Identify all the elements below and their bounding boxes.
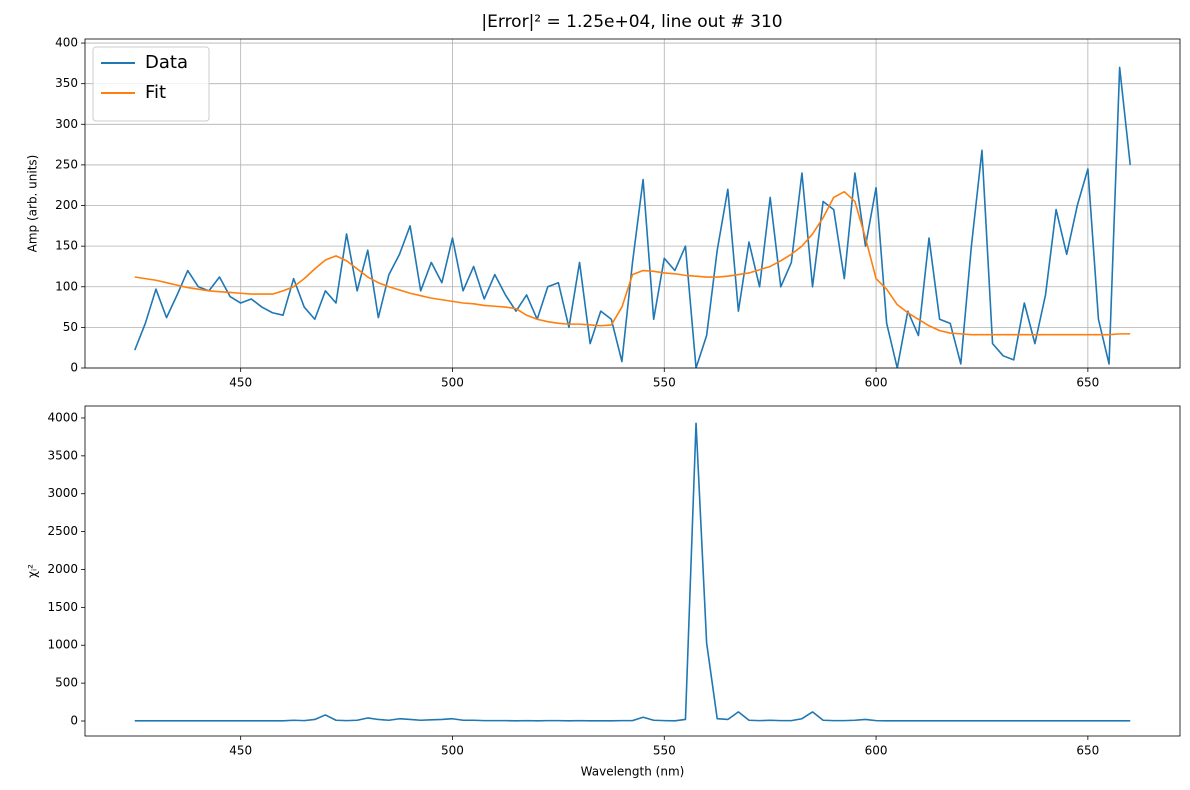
y-tick-label: 400 [55,36,78,50]
x-tick-label: 600 [865,744,888,758]
y-tick-label: 3500 [47,448,78,462]
y-tick-label: 1000 [47,638,78,652]
data-line [134,190,1131,336]
y-tick-label: 50 [63,320,78,334]
plot-area [134,422,1131,722]
legend-label: Fit [145,82,166,103]
axes-frame [84,405,1181,737]
chart-title: |Error|² = 1.25e+04, line out # 310 [481,12,782,32]
x-tick-label: 550 [653,744,676,758]
y-tick-label: 100 [55,279,78,293]
y-tick-label: 1500 [47,600,78,614]
y-tick-label: 0 [70,361,78,375]
y-tick-label: 0 [70,714,78,728]
y-tick-label: 3000 [47,486,78,500]
x-tick-label: 450 [229,744,252,758]
x-tick-label: 550 [653,376,676,390]
plot-area [134,66,1132,368]
y-tick-label: 4000 [47,410,78,424]
y-tick-label: 2500 [47,524,78,538]
data-line [134,66,1132,368]
x-tick-label: 650 [1076,744,1099,758]
axes-frame [84,38,1181,369]
x-tick-label: 600 [865,376,888,390]
legend-label: Data [145,52,188,73]
legend-box [92,46,210,122]
x-tick-label: 500 [441,376,464,390]
y-tick-label: 500 [55,676,78,690]
x-tick-label: 450 [229,376,252,390]
y-tick-label: 300 [55,117,78,131]
x-tick-label: 650 [1076,376,1099,390]
y-tick-label: 350 [55,76,78,90]
x-axis-label: Wavelength (nm) [581,765,685,779]
y-axis-label: Amp (arb. units) [26,155,40,253]
x-tick-label: 500 [441,744,464,758]
y-tick-label: 2000 [47,562,78,576]
y-axis-label: χᵢ² [26,564,40,578]
y-tick-label: 150 [55,239,78,253]
y-tick-label: 200 [55,198,78,212]
data-line [134,422,1131,722]
y-tick-label: 250 [55,157,78,171]
